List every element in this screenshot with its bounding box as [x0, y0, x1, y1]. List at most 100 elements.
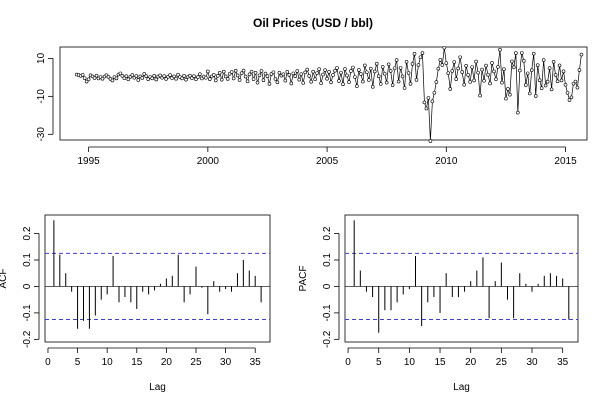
- data-point: [277, 71, 282, 75]
- x-tick-label: 2005: [316, 156, 339, 167]
- data-point: [114, 76, 119, 81]
- data-point: [357, 68, 361, 72]
- data-point: [239, 71, 244, 75]
- data-point: [366, 78, 371, 82]
- data-point: [525, 71, 530, 76]
- data-point: [146, 77, 151, 81]
- data-point: [235, 73, 240, 78]
- data-point: [363, 63, 367, 68]
- data-point: [213, 78, 218, 83]
- data-point: [466, 73, 470, 77]
- data-point: [470, 65, 474, 69]
- data-point: [307, 74, 311, 78]
- data-point: [245, 79, 250, 84]
- data-point: [231, 76, 236, 81]
- data-point: [422, 100, 427, 105]
- data-point: [285, 70, 290, 74]
- data-point: [478, 93, 482, 98]
- data-point: [382, 71, 387, 76]
- data-point: [571, 81, 576, 86]
- data-point: [233, 68, 238, 73]
- data-point: [347, 80, 351, 84]
- data-point: [343, 67, 347, 71]
- data-point: [408, 82, 413, 86]
- data-point: [351, 65, 355, 70]
- acf-x-tick-label: 5: [75, 357, 81, 368]
- y-tick-label: 10: [36, 52, 47, 64]
- data-point: [573, 79, 578, 84]
- data-point: [565, 90, 570, 95]
- data-point: [456, 66, 461, 71]
- pacf-x-tick-label: 10: [404, 357, 416, 368]
- data-point: [418, 55, 423, 60]
- data-point: [557, 63, 562, 68]
- chart-title: Oil Prices (USD / bbl): [253, 16, 373, 30]
- data-point: [410, 62, 415, 66]
- data-point: [273, 77, 278, 81]
- data-point: [414, 78, 419, 82]
- data-point: [376, 74, 381, 79]
- data-point: [303, 70, 308, 75]
- acf-x-tick-label: 35: [250, 357, 262, 368]
- data-point: [325, 76, 329, 81]
- data-point: [142, 72, 147, 76]
- acf-x-axis-title: Lag: [149, 382, 166, 393]
- data-point: [438, 58, 443, 62]
- data-point: [106, 75, 111, 79]
- data-point: [384, 80, 389, 85]
- data-point: [472, 78, 476, 83]
- data-point: [444, 61, 449, 65]
- data-point: [404, 59, 409, 64]
- acf-y-tick-label: 0: [22, 283, 33, 289]
- data-point: [529, 68, 534, 72]
- data-point: [519, 51, 524, 55]
- data-point: [92, 76, 97, 80]
- data-point: [370, 85, 375, 89]
- data-point: [480, 67, 484, 72]
- data-point: [243, 74, 248, 79]
- data-point: [488, 81, 492, 86]
- acf-y-tick-label: -0.2: [22, 330, 33, 348]
- data-point: [551, 59, 556, 64]
- data-point: [275, 80, 280, 85]
- data-point: [434, 80, 439, 84]
- data-point: [543, 83, 548, 88]
- data-point: [206, 69, 210, 74]
- data-point: [309, 79, 313, 84]
- data-point: [512, 65, 516, 70]
- data-point: [162, 74, 166, 79]
- data-point: [293, 74, 298, 79]
- acf-x-tick-label: 20: [161, 357, 173, 368]
- data-point: [396, 79, 401, 84]
- data-point: [253, 71, 258, 75]
- data-point: [440, 63, 445, 67]
- x-tick-label: 2010: [435, 156, 458, 167]
- data-point: [531, 51, 536, 56]
- data-point: [502, 67, 506, 72]
- data-point: [398, 66, 403, 70]
- data-point: [305, 67, 310, 72]
- data-point: [341, 82, 345, 86]
- data-point: [436, 66, 441, 71]
- data-point: [476, 70, 480, 75]
- data-point: [331, 73, 335, 77]
- data-point: [80, 73, 85, 77]
- pacf-x-tick-label: 0: [345, 357, 351, 368]
- data-point: [390, 83, 395, 87]
- pacf-y-tick-label: 0.2: [322, 226, 333, 240]
- data-point: [547, 66, 552, 70]
- data-point: [204, 75, 208, 80]
- data-point: [94, 73, 99, 78]
- data-point: [506, 87, 510, 91]
- data-point: [563, 82, 568, 87]
- x-tick-label: 2000: [197, 156, 220, 167]
- data-point: [498, 47, 502, 52]
- data-point: [452, 60, 457, 64]
- data-point: [372, 69, 377, 74]
- data-point: [196, 75, 200, 79]
- acf-x-tick-label: 15: [131, 357, 143, 368]
- data-point: [172, 74, 176, 79]
- data-point: [84, 79, 89, 84]
- data-point: [134, 74, 139, 78]
- data-point: [176, 72, 180, 77]
